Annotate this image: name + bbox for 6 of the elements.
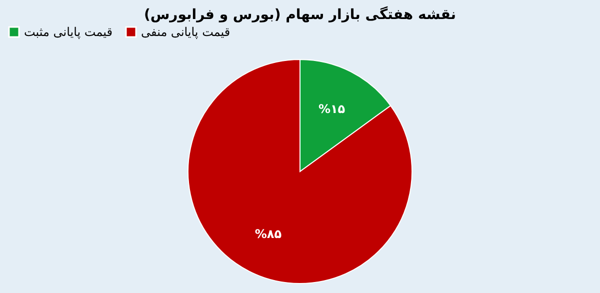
legend-label: قیمت پایانی منفی (141, 25, 230, 39)
pie-slice (188, 59, 412, 284)
data-label: %۱۵ (318, 102, 346, 116)
legend-label: قیمت پایانی مثبت (24, 25, 112, 39)
data-label: %۸۵ (254, 226, 282, 241)
chart-title: نقشه هفتگی بازار سهام (بورس و فرابورس) (144, 6, 456, 23)
